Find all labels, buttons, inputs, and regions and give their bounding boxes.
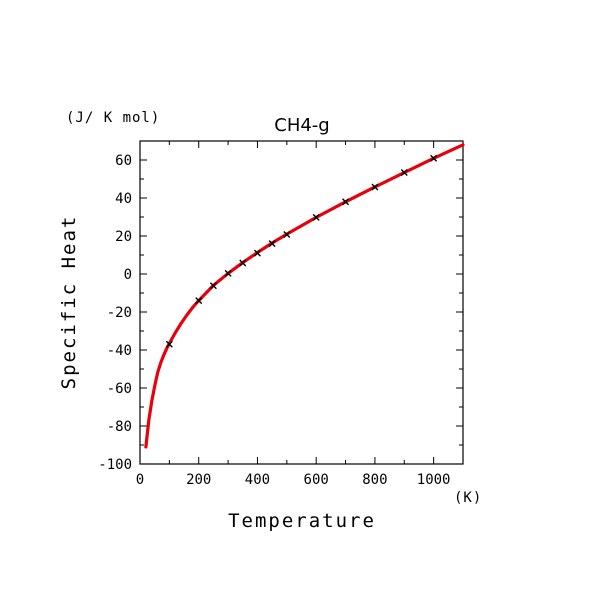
data-point — [253, 249, 261, 257]
y-tick-label: -60 — [107, 381, 132, 397]
y-tick-label: 20 — [115, 229, 132, 245]
y-tick-label: -40 — [107, 343, 132, 359]
x-tick-label: 400 — [245, 472, 270, 488]
fit-curve — [144, 143, 465, 449]
y-tick-label: -100 — [98, 457, 132, 473]
x-axis-title: Temperature — [228, 510, 376, 532]
data-point — [239, 259, 247, 267]
y-tick-label: -20 — [107, 305, 132, 321]
y-tick-label: -80 — [107, 419, 132, 435]
data-point — [165, 340, 173, 348]
x-tick-label: 1000 — [417, 472, 451, 488]
x-tick-label: 200 — [186, 472, 211, 488]
axis-ticks — [139, 140, 464, 465]
axis-tick-labels: 0 200 400 600 800 1000 -100 -80 -60 -40 -20 0 20 40 60 — [98, 153, 450, 488]
data-point — [195, 297, 203, 305]
plot-frame — [139, 140, 464, 465]
fit-curve-layer — [144, 143, 465, 449]
chart-title: CH4-g — [274, 115, 329, 136]
data-point — [400, 169, 408, 177]
y-tick-label: 40 — [115, 191, 132, 207]
y-tick-label: 0 — [124, 267, 132, 283]
data-point — [430, 154, 438, 162]
data-point — [209, 282, 217, 290]
y-unit-label: (J/ K mol) — [66, 110, 160, 126]
data-point — [268, 240, 276, 248]
data-point — [312, 213, 320, 221]
y-axis-title: Specific Heat — [58, 215, 80, 390]
y-tick-label: 60 — [115, 153, 132, 169]
x-tick-label: 800 — [362, 472, 387, 488]
data-point — [283, 230, 291, 238]
x-unit-label: (K) — [454, 490, 482, 506]
data-point — [224, 269, 232, 277]
data-point — [342, 198, 350, 206]
data-points-layer — [165, 154, 438, 348]
x-tick-label: 0 — [136, 472, 144, 488]
data-point — [371, 183, 379, 191]
x-tick-label: 600 — [304, 472, 329, 488]
